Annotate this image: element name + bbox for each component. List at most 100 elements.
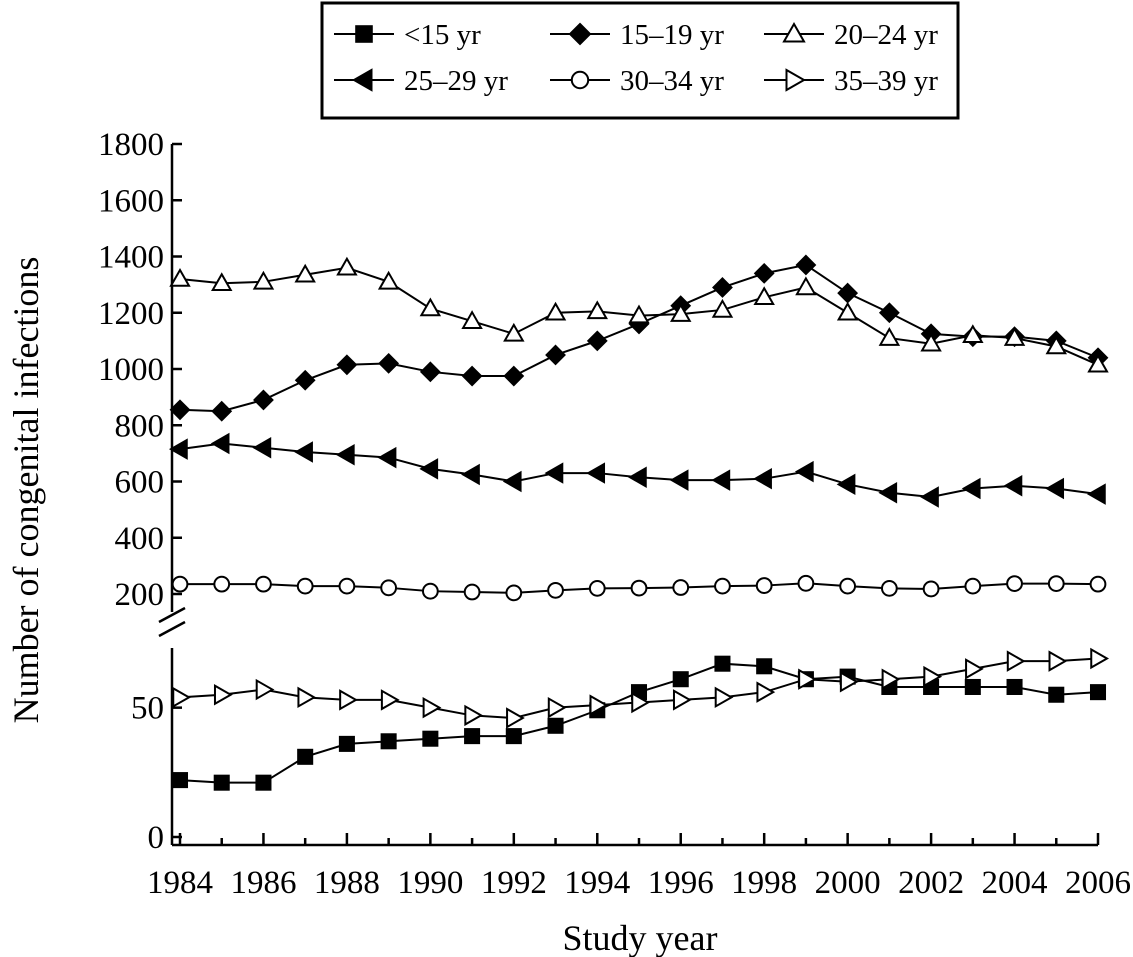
data-point [1045,477,1065,500]
y-tick-label: 1000 [98,352,164,388]
data-point [588,579,606,597]
data-point [669,469,689,491]
data-point [168,438,188,460]
data-point [878,482,898,504]
data-point [964,678,981,695]
data-point [839,671,859,693]
data-point [589,694,609,716]
data-point [464,728,481,745]
data-point [338,735,355,752]
data-point [1047,575,1065,592]
data-point [336,354,358,376]
x-tick-label: 1988 [314,865,380,901]
data-point [211,272,233,291]
data-point [294,441,313,463]
y-tick-label: 0 [148,820,165,856]
data-point [1089,575,1107,593]
data-point [419,458,439,480]
data-point [964,577,982,595]
data-point [505,584,523,602]
series-35-39-yr [172,647,1110,729]
legend-item: 35–39 yr [764,65,938,97]
data-point [881,668,901,690]
y-axis: 0 50 200 400 600 800 1000 1200 1400 1600 1800 [98,127,186,856]
data-point [172,686,192,709]
data-point [377,446,397,469]
data-point [1003,474,1023,497]
x-tick-label: 1990 [397,865,463,901]
x-tick-label: 1984 [147,865,213,901]
data-point [1048,650,1068,672]
data-point [878,302,900,324]
y-tick-label: 600 [115,465,165,501]
data-point [252,437,272,459]
data-point [714,577,731,595]
data-point [878,327,901,346]
y-tick-label: 50 [131,691,164,727]
x-tick-label: 2002 [898,865,964,901]
data-point [336,256,358,276]
data-point [255,678,275,701]
data-point [339,689,358,711]
data-point [756,658,773,675]
data-point [794,460,814,483]
data-point [1006,678,1023,695]
x-tick-label: 2004 [982,865,1048,901]
data-point [672,689,692,711]
data-point [297,748,314,765]
legend-label: 35–39 yr [834,65,938,97]
data-point [711,469,731,491]
data-point [545,344,566,366]
data-point [920,332,942,352]
legend: <15 yr 15–19 yr 20–24 yr 25–29 yr 30–34 yr 35… [320,1,960,120]
data-point [836,301,859,321]
data-point [795,254,817,276]
data-point [839,577,857,595]
data-point [1006,575,1023,592]
y-tick-label: 1600 [98,183,164,219]
x-tick-label: 1986 [230,865,296,901]
data-point [795,276,817,296]
data-point [798,668,817,690]
data-point [503,365,525,387]
data-point [380,689,400,711]
x-axis: 1984 1986 1988 1990 1992 1994 1996 1998 2000 2002… [147,833,1131,901]
series-20-24-yr [169,256,1109,373]
data-point [837,282,859,304]
data-point [422,696,442,719]
data-point [961,477,981,500]
series-line [179,442,1099,498]
data-point [1086,483,1106,505]
data-point [755,577,773,594]
y-tick-label: 400 [115,521,165,557]
data-point [171,575,189,593]
data-point [586,300,608,320]
data-point [797,574,815,592]
data-point [464,704,484,727]
data-point [338,577,356,595]
series-25-29-yr [168,432,1106,508]
legend-item: 25–29 yr [334,65,508,97]
data-point [1045,335,1067,355]
legend-label: 25–29 yr [404,65,508,97]
data-point [631,691,651,714]
data-point [920,486,939,508]
data-point [1090,647,1110,670]
data-point [628,304,650,324]
data-point [503,322,525,342]
x-tick-label: 2006 [1065,865,1131,901]
data-point [630,579,648,597]
data-point [461,310,483,329]
data-point [714,655,731,672]
series-30-34-yr [171,574,1107,602]
legend-item: 15–19 yr [550,19,724,51]
series-15-yr [171,655,1107,791]
data-point [1006,650,1026,672]
data-point [586,330,608,352]
data-point [380,733,397,750]
data-point [880,579,898,597]
data-point [922,580,940,598]
series-line [179,662,1099,784]
data-point [419,297,442,317]
